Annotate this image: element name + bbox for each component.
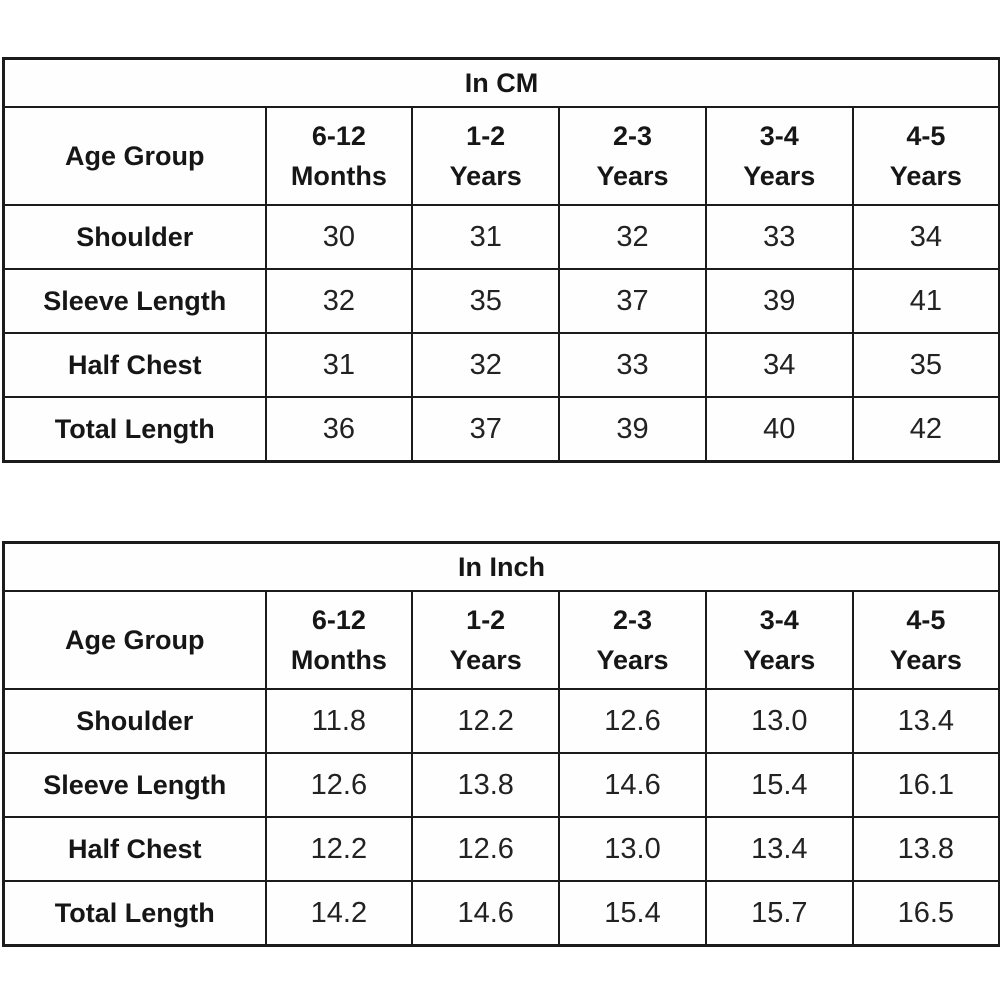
value-cell: 34 xyxy=(704,332,854,398)
value-cell: 37 xyxy=(558,268,707,334)
column-header-line2: Years xyxy=(743,161,816,191)
column-header: 2-3 Years xyxy=(558,590,707,690)
table-title: In Inch xyxy=(2,541,1000,592)
age-group-header: Age Group xyxy=(2,590,267,690)
value-cell: 32 xyxy=(264,268,414,334)
value-cell: 15.7 xyxy=(704,880,854,947)
column-header-line2: Months xyxy=(290,161,387,191)
value-cell: 13.0 xyxy=(558,816,707,882)
column-header: 1-2 Years xyxy=(411,106,561,206)
row-label: Half Chest xyxy=(2,816,267,882)
column-header: 2-3 Years xyxy=(558,106,707,206)
column-header: 1-2 Years xyxy=(411,590,561,690)
value-cell: 16.1 xyxy=(851,752,1000,818)
table-title-row: In CM xyxy=(2,57,1000,108)
column-header: 6-12 Months xyxy=(264,106,414,206)
column-header-line1: 1-2 xyxy=(466,121,506,151)
column-header-line1: 4-5 xyxy=(906,121,946,151)
column-header-line2: Years xyxy=(449,161,522,191)
row-label: Sleeve Length xyxy=(2,268,267,334)
value-cell: 34 xyxy=(851,204,1000,270)
value-cell: 36 xyxy=(264,396,414,463)
table-row: Shoulder 30 31 32 33 34 xyxy=(2,204,1000,270)
column-header-line2: Years xyxy=(889,645,962,675)
row-label: Total Length xyxy=(2,880,267,947)
column-header: 4-5 Years xyxy=(851,590,1000,690)
value-cell: 13.8 xyxy=(411,752,561,818)
value-cell: 33 xyxy=(558,332,707,398)
row-label: Sleeve Length xyxy=(2,752,267,818)
value-cell: 32 xyxy=(558,204,707,270)
column-header-line1: 2-3 xyxy=(612,605,652,635)
value-cell: 13.8 xyxy=(851,816,1000,882)
value-cell: 13.0 xyxy=(704,688,854,754)
value-cell: 35 xyxy=(851,332,1000,398)
value-cell: 16.5 xyxy=(851,880,1000,947)
column-header-line1: 4-5 xyxy=(906,605,946,635)
value-cell: 13.4 xyxy=(704,816,854,882)
value-cell: 42 xyxy=(851,396,1000,463)
column-header-line2: Years xyxy=(743,645,816,675)
column-header: 3-4 Years xyxy=(704,590,854,690)
value-cell: 12.6 xyxy=(558,688,707,754)
value-cell: 12.2 xyxy=(411,688,561,754)
value-cell: 14.6 xyxy=(411,880,561,947)
column-header-line1: 3-4 xyxy=(759,605,799,635)
value-cell: 31 xyxy=(264,332,414,398)
column-header-line1: 6-12 xyxy=(311,605,366,635)
size-table-inch: In Inch Age Group 6-12 Months 1-2 Years … xyxy=(2,541,1000,947)
value-cell: 15.4 xyxy=(704,752,854,818)
value-cell: 35 xyxy=(411,268,561,334)
column-header: 6-12 Months xyxy=(264,590,414,690)
column-header-line1: 6-12 xyxy=(311,121,366,151)
table-row: Half Chest 12.2 12.6 13.0 13.4 13.8 xyxy=(2,816,1000,882)
table-header-row: Age Group 6-12 Months 1-2 Years 2-3 Year… xyxy=(2,590,1000,690)
value-cell: 32 xyxy=(411,332,561,398)
value-cell: 14.6 xyxy=(558,752,707,818)
column-header: 4-5 Years xyxy=(851,106,1000,206)
row-label: Total Length xyxy=(2,396,267,463)
value-cell: 39 xyxy=(558,396,707,463)
value-cell: 11.8 xyxy=(264,688,414,754)
column-header-line2: Years xyxy=(449,645,522,675)
table-row: Total Length 14.2 14.6 15.4 15.7 16.5 xyxy=(2,880,1000,947)
table-row: Total Length 36 37 39 40 42 xyxy=(2,396,1000,463)
age-group-header: Age Group xyxy=(2,106,267,206)
value-cell: 41 xyxy=(851,268,1000,334)
table-header-row: Age Group 6-12 Months 1-2 Years 2-3 Year… xyxy=(2,106,1000,206)
table-row: Sleeve Length 32 35 37 39 41 xyxy=(2,268,1000,334)
column-header-line1: 3-4 xyxy=(759,121,799,151)
value-cell: 15.4 xyxy=(558,880,707,947)
table-row: Half Chest 31 32 33 34 35 xyxy=(2,332,1000,398)
value-cell: 13.4 xyxy=(851,688,1000,754)
column-header-line2: Years xyxy=(596,645,669,675)
value-cell: 12.6 xyxy=(411,816,561,882)
value-cell: 33 xyxy=(704,204,854,270)
row-label: Shoulder xyxy=(2,204,267,270)
value-cell: 31 xyxy=(411,204,561,270)
column-header-line1: 2-3 xyxy=(612,121,652,151)
column-header-line2: Years xyxy=(889,161,962,191)
value-cell: 12.2 xyxy=(264,816,414,882)
column-header-line1: 1-2 xyxy=(466,605,506,635)
column-header-line2: Months xyxy=(290,645,387,675)
size-table-cm: In CM Age Group 6-12 Months 1-2 Years 2-… xyxy=(2,57,1000,463)
value-cell: 14.2 xyxy=(264,880,414,947)
table-title-row: In Inch xyxy=(2,541,1000,592)
table-title: In CM xyxy=(2,57,1000,108)
column-header: 3-4 Years xyxy=(704,106,854,206)
column-header-line2: Years xyxy=(596,161,669,191)
row-label: Half Chest xyxy=(2,332,267,398)
value-cell: 30 xyxy=(264,204,414,270)
table-row: Sleeve Length 12.6 13.8 14.6 15.4 16.1 xyxy=(2,752,1000,818)
value-cell: 40 xyxy=(704,396,854,463)
row-label: Shoulder xyxy=(2,688,267,754)
value-cell: 37 xyxy=(411,396,561,463)
table-row: Shoulder 11.8 12.2 12.6 13.0 13.4 xyxy=(2,688,1000,754)
value-cell: 12.6 xyxy=(264,752,414,818)
value-cell: 39 xyxy=(704,268,854,334)
